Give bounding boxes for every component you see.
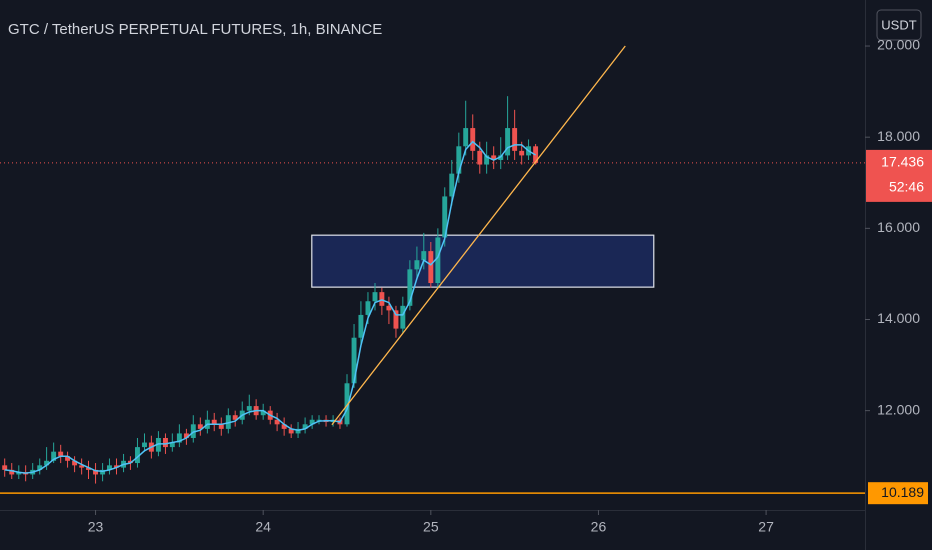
candle-body <box>281 424 287 429</box>
currency-label[interactable]: USDT <box>881 17 916 32</box>
candle-body <box>400 305 406 329</box>
candle-body <box>246 406 252 411</box>
candle-body <box>51 451 57 461</box>
chart-title: GTC / TetherUS PERPETUAL FUTURES, 1h, BI… <box>8 21 382 38</box>
candle-body <box>470 128 476 151</box>
candle-body <box>386 305 392 311</box>
candle-body <box>309 419 315 425</box>
candle-body <box>114 465 119 468</box>
y-tick-label: 20.000 <box>877 37 920 53</box>
trendline <box>331 45 626 426</box>
y-tick-label: 14.000 <box>877 310 920 326</box>
candle-body <box>72 460 78 466</box>
candle-body <box>456 146 462 174</box>
plot-area <box>0 45 865 494</box>
candle-body <box>449 173 455 197</box>
candle-body <box>260 410 266 416</box>
candle-body <box>37 465 43 470</box>
candle-body <box>176 433 182 443</box>
candle-body <box>169 442 175 448</box>
candle-body <box>505 128 511 156</box>
y-tick-label: 16.000 <box>877 219 920 235</box>
candle-body <box>442 196 448 238</box>
countdown-label: 52:46 <box>889 179 924 195</box>
currency-button[interactable] <box>876 9 922 41</box>
candle-body <box>232 415 238 420</box>
candle-body <box>316 419 322 421</box>
candle-body <box>358 314 364 338</box>
candle-body <box>463 128 469 147</box>
candle-body <box>44 460 50 466</box>
candle-body <box>190 424 196 438</box>
x-tick-label: 25 <box>423 519 439 535</box>
y-tick-label: 12.000 <box>877 401 920 417</box>
candle-body <box>100 469 106 475</box>
candle-body <box>288 428 294 434</box>
candle-body <box>162 437 168 448</box>
candle-body <box>65 456 71 461</box>
candle-body <box>344 383 350 425</box>
candle-body <box>519 150 525 156</box>
candle-body <box>295 428 301 434</box>
candle-body <box>477 150 483 165</box>
x-tick-label: 24 <box>255 519 271 535</box>
candle-body <box>211 419 217 425</box>
candle-body <box>225 415 231 429</box>
candle-body <box>484 155 490 165</box>
x-tick-label: 26 <box>591 519 607 535</box>
zone-rectangle <box>311 234 655 288</box>
candle-body <box>142 442 147 448</box>
candle-body <box>183 433 189 438</box>
last-price-box <box>866 149 932 202</box>
candle-body <box>93 469 99 475</box>
level-price-box <box>868 482 928 505</box>
candle-body <box>491 155 497 160</box>
candle-body <box>407 269 413 306</box>
y-tick-label: 18.000 <box>877 128 920 144</box>
candle-body <box>107 465 112 470</box>
candle-body <box>393 310 399 329</box>
candle-body <box>197 424 203 429</box>
candle-body <box>9 469 15 475</box>
candle-body <box>372 292 378 302</box>
level-price-label: 10.189 <box>881 484 924 500</box>
moving-average <box>4 140 536 474</box>
candle-body <box>435 237 441 284</box>
candle-body <box>379 292 385 306</box>
last-price-label: 17.436 <box>881 154 924 170</box>
candle-body <box>127 460 133 464</box>
candle-body <box>274 419 280 425</box>
candle-body <box>498 155 504 160</box>
candle-body <box>512 128 518 151</box>
candle-body <box>421 251 427 261</box>
candle-body <box>86 467 91 470</box>
candle-body <box>134 447 140 464</box>
candle-body <box>16 472 22 475</box>
x-tick-label: 27 <box>758 519 774 535</box>
candle-body <box>351 337 357 384</box>
candle-body <box>58 451 64 457</box>
candle-body <box>2 465 8 470</box>
x-tick-label: 23 <box>88 519 104 535</box>
candle-body <box>302 424 308 429</box>
candle-body <box>79 465 85 468</box>
candle-body <box>155 437 161 452</box>
candle-body <box>428 251 434 284</box>
candle-body <box>365 301 371 315</box>
candle-body <box>218 424 224 429</box>
candle-body <box>414 260 420 270</box>
